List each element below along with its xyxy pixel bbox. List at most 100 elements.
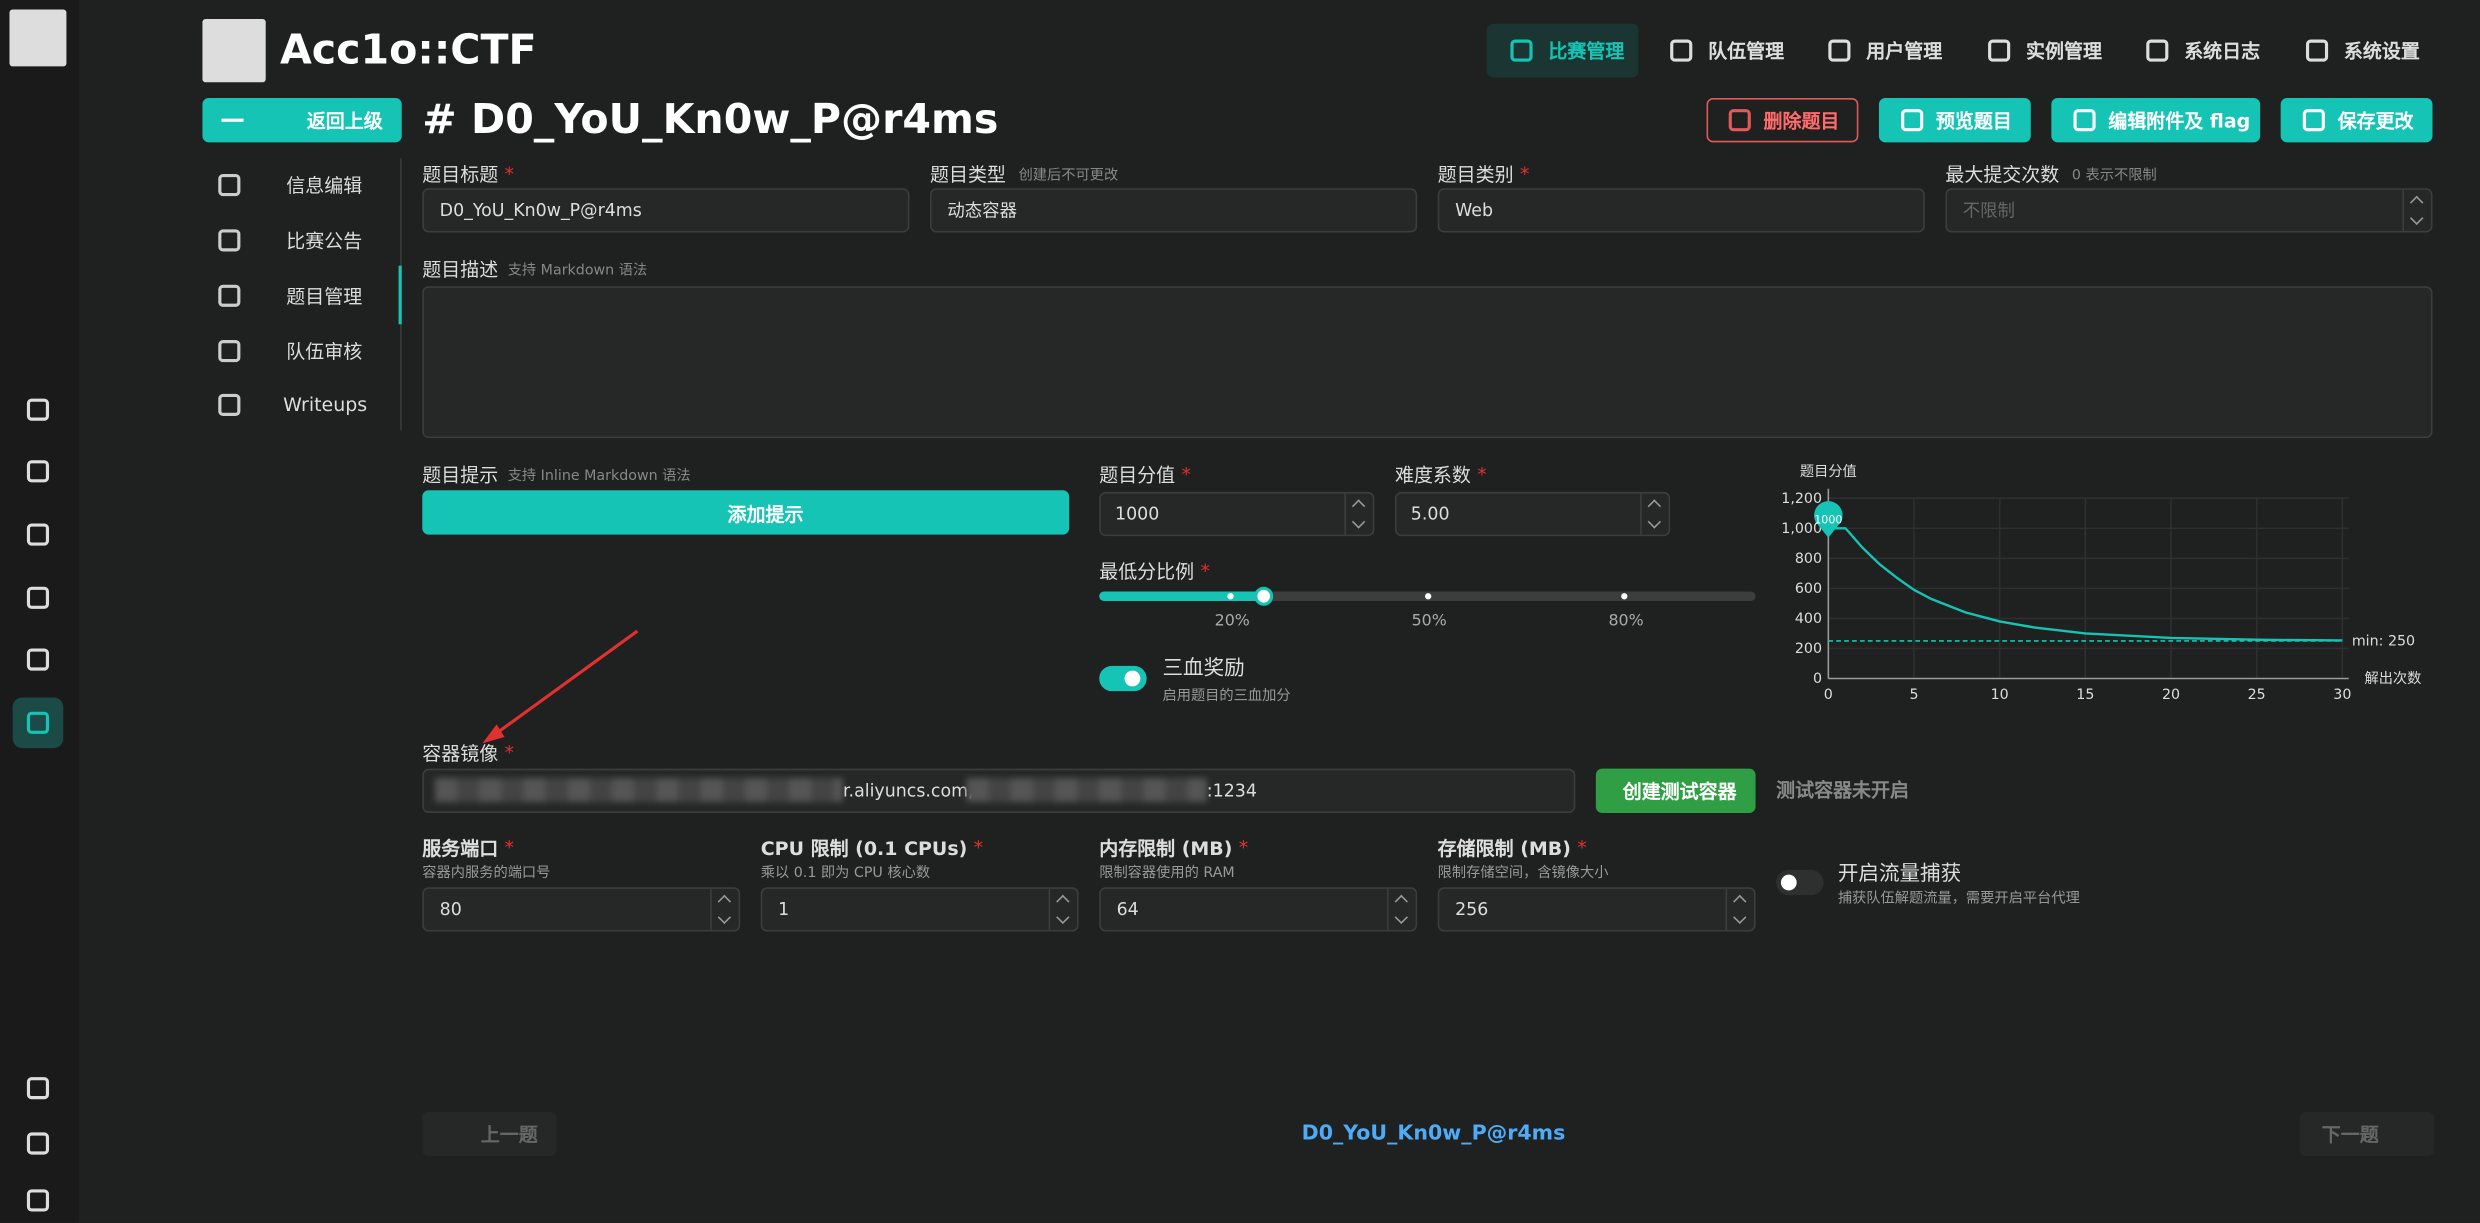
spinner — [1387, 888, 1417, 930]
menu-item[interactable]: Writeups — [283, 393, 368, 416]
rail-icon — [26, 586, 50, 609]
input-value: 80 — [439, 899, 462, 920]
menu-icon — [218, 284, 241, 307]
redacted — [434, 778, 843, 802]
slider-mark-label: 50% — [1411, 612, 1447, 631]
y-tick-label: 1,000 — [1781, 521, 1822, 537]
action-icon — [2302, 109, 2325, 132]
field-label: 内存限制 (MB) — [1099, 837, 1233, 860]
rail-icon — [26, 1189, 50, 1212]
nav-icon — [2146, 39, 2169, 62]
field-label: 最大提交次数 — [1945, 163, 2060, 186]
y-tick-label: 600 — [1795, 581, 1822, 597]
field-label: 容器镜像 — [422, 742, 499, 765]
toggle-label: 开启流量捕获 — [1837, 862, 1962, 887]
input[interactable] — [422, 887, 741, 932]
nav-item[interactable]: 用户管理 — [1866, 40, 1943, 63]
x-tick-label: 30 — [2333, 687, 2351, 703]
spinner — [710, 888, 740, 930]
input[interactable] — [1945, 188, 2433, 233]
menu-item[interactable]: 队伍审核 — [286, 340, 363, 363]
slider-fill — [1099, 591, 1264, 602]
nav-icon — [1828, 39, 1851, 62]
textarea[interactable] — [422, 286, 2433, 439]
input[interactable] — [929, 188, 1418, 233]
action-button[interactable] — [1878, 98, 2031, 143]
create-container-button[interactable] — [1595, 768, 1756, 813]
field-label: CPU 限制 (0.1 CPUs) — [760, 837, 968, 860]
nav-item[interactable]: 实例管理 — [2026, 40, 2102, 63]
field-hint: 支持 Inline Markdown 语法 — [507, 468, 691, 485]
input[interactable] — [422, 188, 910, 233]
nav-item[interactable]: 系统设置 — [2343, 40, 2420, 63]
field-desc: 乘以 0.1 即为 CPU 核心数 — [760, 865, 931, 882]
menu-active-bar — [398, 265, 402, 325]
nav-item[interactable]: 队伍管理 — [1708, 40, 1785, 63]
input[interactable] — [1394, 491, 1671, 537]
toggle-knob — [1780, 874, 1797, 891]
field-label: 题目类别 — [1437, 163, 1514, 186]
input-value: D0_YoU_Kn0w_P@r4ms — [439, 200, 642, 221]
nav-icon — [1510, 39, 1533, 62]
rail-icon — [26, 1077, 50, 1100]
spinner — [1725, 888, 1756, 930]
required-mark: * — [1477, 463, 1487, 486]
required-mark: * — [1181, 463, 1191, 486]
field-label: 题目标题 — [422, 163, 499, 186]
action-button[interactable] — [2051, 98, 2261, 143]
input[interactable] — [1099, 491, 1375, 537]
spin-up — [2409, 195, 2424, 210]
action-button[interactable] — [2280, 98, 2433, 143]
add-hint-button[interactable] — [422, 490, 1070, 535]
action-icon — [1901, 109, 1924, 132]
page-title: # D0_YoU_Kn0w_P@r4ms — [422, 96, 999, 144]
brand: Acc1o::CTF — [279, 26, 537, 75]
score-curve — [1828, 527, 2343, 642]
menu-item[interactable]: 信息编辑 — [286, 174, 363, 197]
rail-active[interactable] — [12, 697, 64, 749]
input-value: Web — [1455, 200, 1494, 221]
current-challenge: D0_YoU_Kn0w_P@r4ms — [1301, 1122, 1566, 1146]
x-tick-label: 5 — [1909, 687, 1918, 703]
rail-icon — [26, 398, 50, 421]
next-button[interactable] — [2299, 1111, 2435, 1157]
spinner — [1640, 493, 1670, 535]
action-label: 删除题目 — [1763, 109, 1840, 133]
score-chart: 题目分值 0 200 400 600 800 1,000 1,200 0 5 10 15 20 25 30 解… — [1781, 463, 2421, 703]
action-button[interactable] — [1706, 98, 1859, 143]
spin-down — [717, 910, 732, 925]
field-label: 题目分值 — [1099, 464, 1176, 487]
input-value: 5.00 — [1410, 503, 1450, 525]
nav-item[interactable]: 比赛管理 — [1548, 40, 1625, 63]
field-hint: 支持 Markdown 语法 — [507, 263, 648, 280]
slider-thumb[interactable] — [1253, 586, 1273, 606]
input[interactable] — [760, 887, 1079, 932]
nav-item[interactable]: 系统日志 — [2184, 40, 2261, 63]
menu-item[interactable]: 比赛公告 — [286, 230, 363, 253]
y-tick-label: 800 — [1795, 551, 1822, 567]
slider-mark-label: 80% — [1608, 612, 1644, 631]
nav-icon — [1988, 39, 2011, 62]
nav-icon — [1670, 39, 1693, 62]
menu-item[interactable]: 题目管理 — [286, 285, 363, 308]
field-label: 题目提示 — [422, 464, 499, 487]
avatar — [9, 9, 67, 67]
annotation-arrow — [482, 629, 639, 744]
required-mark: * — [1238, 836, 1249, 859]
input-value: 1000 — [1115, 503, 1160, 525]
button-label: 创建测试容器 — [1622, 780, 1737, 803]
required-mark: * — [504, 836, 515, 859]
y-tick-label: 1,200 — [1781, 491, 1822, 507]
button-label: 添加提示 — [727, 503, 804, 526]
spin-up — [1056, 894, 1070, 909]
input[interactable] — [1437, 188, 1925, 233]
prev-button[interactable] — [422, 1111, 557, 1157]
spin-down — [1647, 515, 1662, 529]
input[interactable] — [1437, 887, 1756, 932]
input[interactable] — [1099, 887, 1418, 932]
redacted — [966, 778, 1207, 802]
action-icon — [1728, 109, 1751, 132]
menu-icon — [218, 340, 241, 363]
y-tick-label: 200 — [1795, 641, 1822, 657]
